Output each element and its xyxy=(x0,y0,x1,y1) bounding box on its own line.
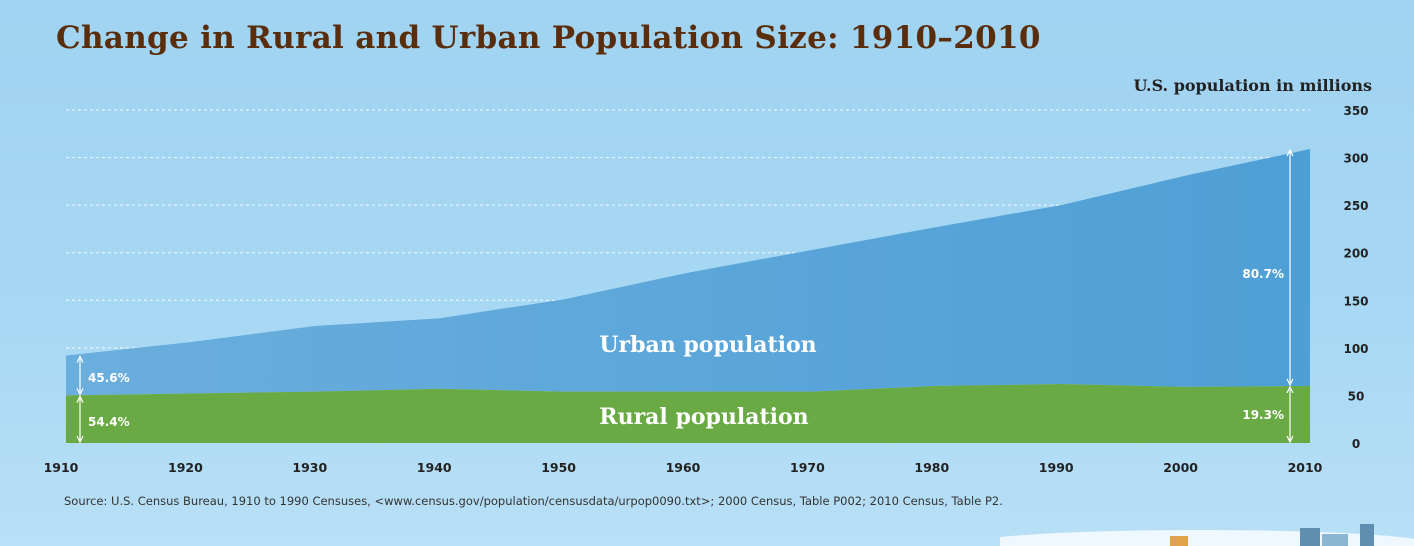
arrow-1910-urban-head-top xyxy=(76,355,84,363)
percent-label-1910-rural: 54.4% xyxy=(88,415,130,429)
percent-label-1910-urban: 45.6% xyxy=(88,371,130,385)
chart-title: Change in Rural and Urban Population Siz… xyxy=(56,20,1041,56)
x-tick-label: 1930 xyxy=(292,460,327,475)
y-tick-label: 100 xyxy=(1343,342,1368,356)
x-tick-label: 1910 xyxy=(44,460,79,475)
y-tick-label: 0 xyxy=(1352,437,1360,451)
x-tick-label: 1990 xyxy=(1039,460,1074,475)
arrow-2010-urban-head-top xyxy=(1286,148,1294,157)
x-tick-label: 2010 xyxy=(1288,460,1323,475)
arrow-2010-urban-head-bottom xyxy=(1286,378,1294,387)
series-label-urban: Urban population xyxy=(599,332,816,358)
axis-ticks: 0 50 100 150 200 250 300 350 U.S. population in … xyxy=(44,76,1372,475)
y-tick-label: 200 xyxy=(1343,247,1368,261)
arrow-2010-rural-head-top xyxy=(1286,385,1294,394)
arrow-1910-rural-head-bottom xyxy=(76,435,84,444)
x-tick-label: 1970 xyxy=(790,460,825,475)
source-note: Source: U.S. Census Bureau, 1910 to 1990… xyxy=(64,494,1003,508)
x-tick-label: 1920 xyxy=(168,460,203,475)
y-tick-label: 250 xyxy=(1343,199,1368,213)
arrow-1910-urban-head-bottom xyxy=(76,388,84,396)
percent-label-2010-rural: 19.3% xyxy=(1242,408,1284,422)
x-tick-label: 1950 xyxy=(541,460,576,475)
y-tick-label: 150 xyxy=(1343,294,1368,308)
x-tick-label: 1980 xyxy=(914,460,949,475)
chart-labels: Urban population Rural population 45.6% 54.… xyxy=(88,267,1284,430)
arrow-2010-rural-head-bottom xyxy=(1286,435,1294,444)
y-axis-title: U.S. population in millions xyxy=(1134,76,1372,95)
x-tick-label: 1960 xyxy=(666,460,701,475)
y-tick-label: 300 xyxy=(1343,152,1368,166)
series-urban-area xyxy=(66,149,1310,396)
y-tick-label: 50 xyxy=(1348,389,1365,403)
arrow-1910-rural-head-top xyxy=(76,395,84,403)
x-tick-label: 2000 xyxy=(1163,460,1198,475)
percent-label-2010-urban: 80.7% xyxy=(1242,267,1284,281)
x-tick-label: 1940 xyxy=(417,460,452,475)
series-label-rural: Rural population xyxy=(599,404,808,430)
data-areas xyxy=(66,149,1310,443)
percent-arrows xyxy=(76,148,1294,444)
series-rural-area xyxy=(66,384,1310,443)
skyline-decoration xyxy=(1000,524,1414,546)
y-tick-label: 350 xyxy=(1343,104,1368,118)
